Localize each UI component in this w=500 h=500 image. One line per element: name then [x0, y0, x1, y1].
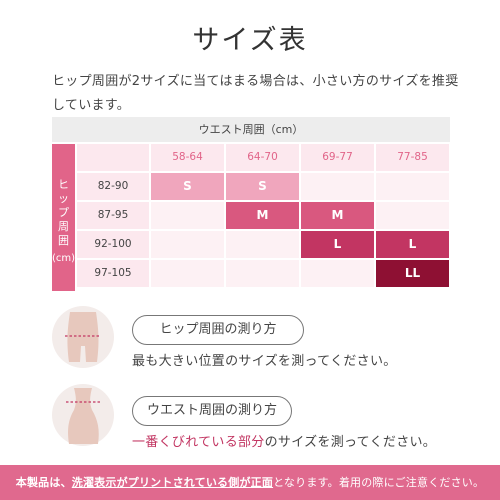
- hip-label-unit: (cm): [52, 253, 76, 264]
- empty-cell: [151, 260, 224, 287]
- hip-label-char: ッ: [58, 192, 69, 205]
- waist-column-header: 64-70: [226, 144, 299, 171]
- empty-cell: [376, 202, 449, 229]
- hip-measure-icon: [52, 306, 114, 368]
- page-title: サイズ表: [192, 25, 308, 56]
- waist-column-header: 77-85: [376, 144, 449, 171]
- intro-text: ヒップ周囲が2サイズに当てはまる場合は、小さい方のサイズを推奨しています。: [52, 74, 459, 113]
- hip-row-header: 82-90: [77, 173, 149, 200]
- size-cell: M: [226, 202, 299, 229]
- waist-measure-title: ウエスト周囲の測り方: [132, 396, 292, 426]
- hip-label-char: 周: [58, 220, 69, 233]
- hip-label-char: プ: [58, 206, 69, 219]
- empty-cell: [301, 260, 374, 287]
- hip-label: ヒ ッ プ 周 囲 (cm): [52, 144, 75, 291]
- waist-measure-desc-rest: のサイズを測ってください。: [264, 435, 437, 450]
- hip-measure-desc: 最も大きい位置のサイズを測ってください。: [132, 354, 397, 369]
- size-cell: M: [301, 202, 374, 229]
- hip-label-char: 囲: [58, 234, 69, 247]
- footer-part2: 洗濯表示がプリントされている側が正面: [71, 476, 274, 489]
- empty-cell: [376, 173, 449, 200]
- footer-part3: となります。着用の際にご注意ください。: [273, 476, 485, 489]
- footer-part1: 本製品は、: [15, 476, 72, 489]
- hip-row-header: 92-100: [77, 231, 149, 258]
- empty-cell: [226, 231, 299, 258]
- size-cell: L: [376, 231, 449, 258]
- grid-corner: [77, 144, 149, 171]
- size-chart: ウエスト周囲（cm） ヒ ッ プ 周 囲 (cm) 58-64 64-70 69-7…: [52, 117, 450, 291]
- waist-measure-icon: [52, 384, 114, 446]
- size-cell: L: [301, 231, 374, 258]
- footer-notice: 本製品は、洗濯表示がプリントされている側が正面となります。着用の際にご注意くださ…: [0, 465, 500, 500]
- waist-measure-desc-accent: 一番くびれている部分: [132, 435, 265, 450]
- waist-measure-desc: 一番くびれている部分のサイズを測ってください。: [132, 431, 436, 450]
- empty-cell: [301, 173, 374, 200]
- waist-header: ウエスト周囲（cm）: [52, 117, 450, 142]
- waist-column-header: 58-64: [151, 144, 224, 171]
- hip-row-header: 87-95: [77, 202, 149, 229]
- size-cell: LL: [376, 260, 449, 287]
- hip-row-header: 97-105: [77, 260, 149, 287]
- size-cell: S: [226, 173, 299, 200]
- empty-cell: [226, 260, 299, 287]
- empty-cell: [151, 202, 224, 229]
- empty-cell: [151, 231, 224, 258]
- size-cell: S: [151, 173, 224, 200]
- hip-label-char: ヒ: [58, 178, 69, 191]
- hip-measure-title: ヒップ周囲の測り方: [132, 315, 304, 345]
- waist-column-header: 69-77: [301, 144, 374, 171]
